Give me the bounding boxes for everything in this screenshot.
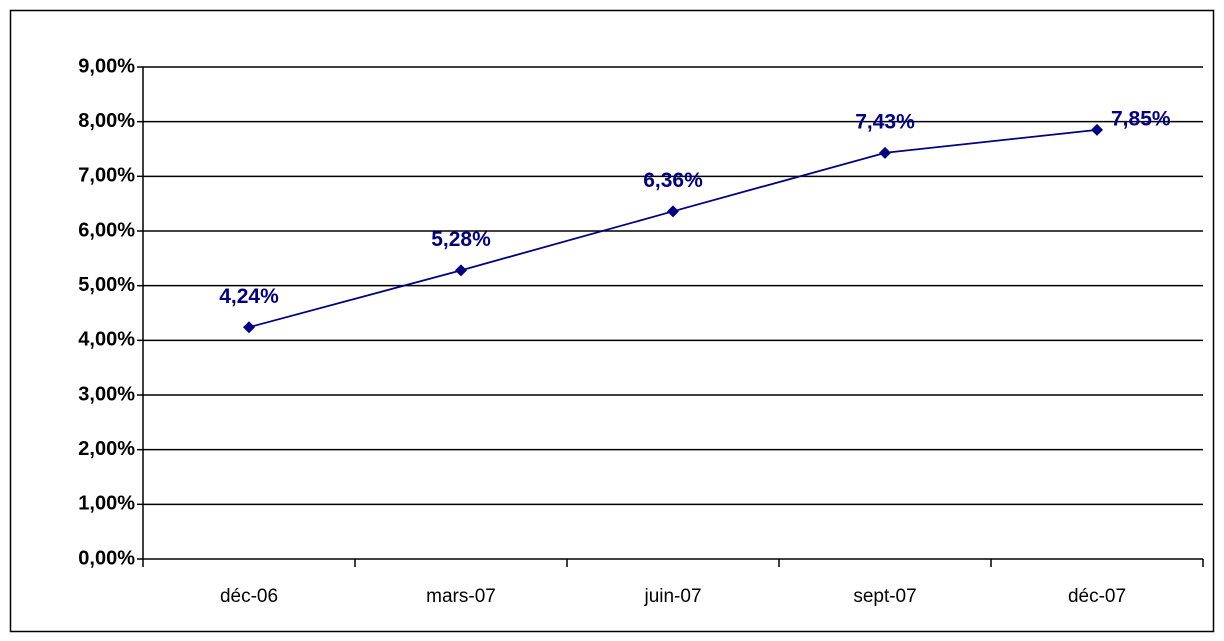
y-tick-label: 0,00%	[78, 547, 135, 569]
marker	[243, 321, 255, 334]
x-tick-label: mars-07	[426, 586, 496, 607]
data-label: 5,28%	[431, 228, 491, 251]
y-tick-label: 5,00%	[78, 274, 135, 296]
y-tick-label: 8,00%	[78, 110, 135, 132]
x-tick-label: juin-07	[643, 586, 701, 607]
x-tick-label: sept-07	[853, 586, 916, 607]
data-label: 7,43%	[855, 110, 915, 133]
chart-border	[9, 9, 1215, 633]
x-tick-label: déc-06	[220, 586, 278, 607]
y-tick-label: 7,00%	[78, 165, 135, 187]
y-tick-label: 9,00%	[78, 55, 135, 77]
marker	[1091, 123, 1103, 136]
y-tick-label: 1,00%	[78, 493, 135, 515]
y-tick-label: 2,00%	[78, 438, 135, 460]
marker	[879, 146, 891, 159]
y-tick-label: 3,00%	[78, 383, 135, 405]
data-label: 4,24%	[219, 285, 279, 308]
y-tick-label: 6,00%	[78, 219, 135, 241]
marker	[667, 205, 679, 218]
y-tick-label: 4,00%	[78, 329, 135, 351]
data-label: 6,36%	[643, 169, 703, 192]
marker	[455, 264, 467, 277]
x-tick-label: déc-07	[1068, 586, 1126, 607]
data-label: 7,85%	[1111, 107, 1171, 130]
